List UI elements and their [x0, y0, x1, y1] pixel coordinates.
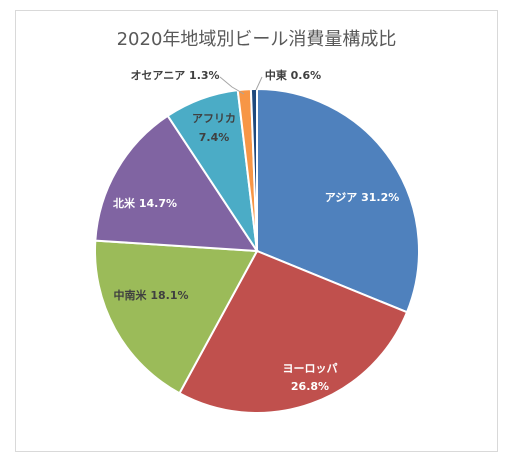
leader-oceania	[219, 76, 245, 95]
label-asia: アジア 31.2%	[325, 191, 400, 204]
slice-latam	[94, 239, 259, 395]
label-europe-value: 26.8%	[291, 380, 329, 393]
chart-title: 2020年地域別ビール消費量構成比	[116, 29, 397, 50]
label-africa-value: 7.4%	[199, 131, 230, 144]
label-europe-name: ヨーロッパ	[283, 362, 338, 375]
label-oceania: オセアニア 1.3%	[130, 69, 219, 82]
slice-northamerica	[94, 114, 259, 253]
label-africa-name: アフリカ	[192, 112, 236, 125]
label-middleeast: 中東 0.6%	[265, 68, 321, 82]
slice-europe	[178, 249, 409, 414]
label-latam: 中南米 18.1%	[114, 288, 189, 302]
slice-asia	[256, 87, 420, 314]
label-northamerica: 北米 14.7%	[113, 196, 177, 210]
leader-middleeast	[255, 76, 263, 91]
